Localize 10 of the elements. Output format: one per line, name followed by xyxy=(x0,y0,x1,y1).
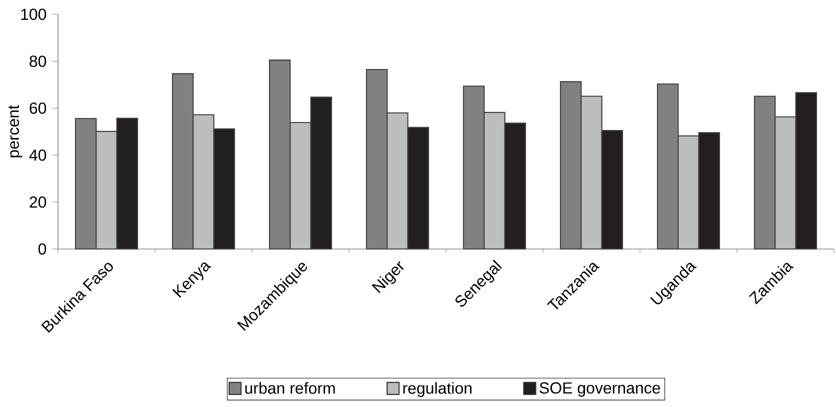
y-axis-title: percent xyxy=(8,105,22,158)
y-tick-label: 0 xyxy=(38,243,46,255)
y-tick-label: 40 xyxy=(29,149,46,161)
y-tick-label: 60 xyxy=(30,102,46,114)
legend-label: regulation xyxy=(403,382,472,398)
legend-label: SOE governance xyxy=(540,382,660,397)
y-tick-label: 20 xyxy=(30,196,46,208)
y-tick-label: 100 xyxy=(21,8,46,20)
y-tick-label: 80 xyxy=(30,56,46,67)
legend-label: urban reform xyxy=(245,382,335,394)
